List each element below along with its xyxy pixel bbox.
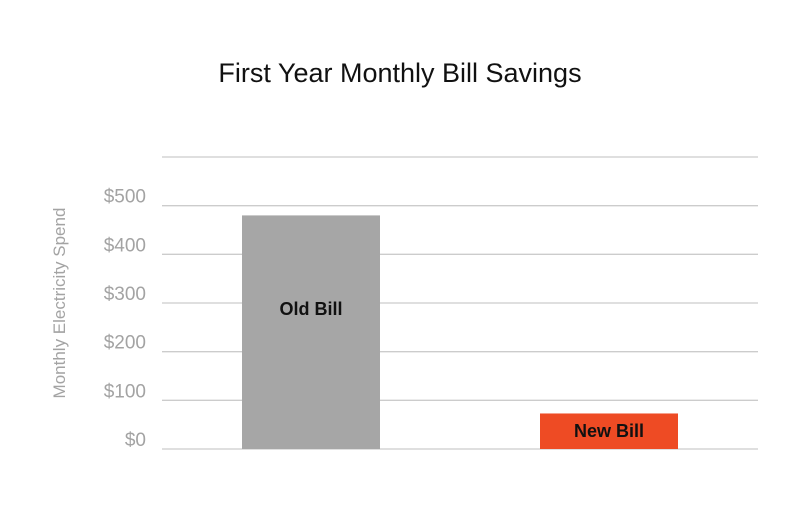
y-tick-labels: $0 $100 $200 $300 $400 $500: [104, 187, 146, 451]
bar-label: New Bill: [574, 421, 644, 441]
y-tick-label: $400: [104, 235, 146, 256]
y-tick-label: $100: [104, 381, 146, 402]
chart-title: First Year Monthly Bill Savings: [218, 58, 581, 88]
bar-labels: Old Bill New Bill: [280, 299, 645, 441]
bar-old-bill: [242, 215, 380, 449]
bar-new-bill: [540, 413, 678, 449]
y-tick-label: $300: [104, 284, 146, 305]
y-tick-label: $0: [125, 430, 146, 451]
bars: [242, 215, 678, 449]
y-tick-label: $200: [104, 333, 146, 354]
y-axis-label: Monthly Electricity Spend: [50, 208, 69, 399]
bar-label: Old Bill: [280, 299, 343, 319]
y-tick-label: $500: [104, 187, 146, 208]
